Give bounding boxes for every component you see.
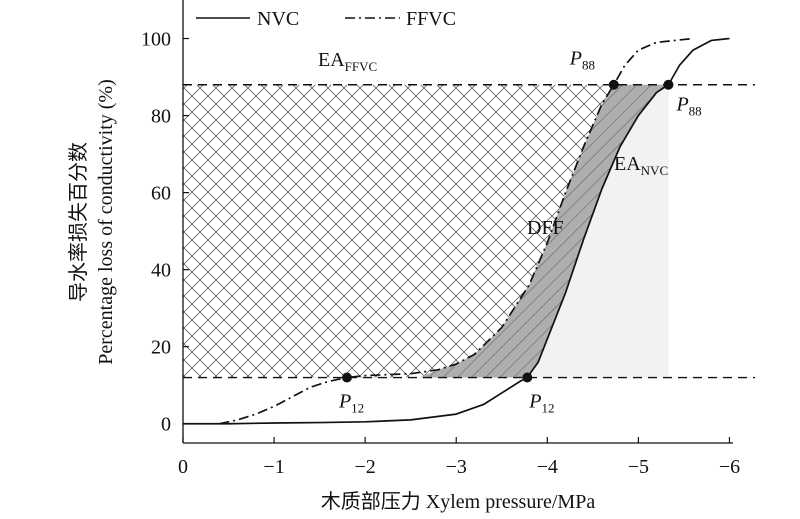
series-ffvc-line (219, 37, 694, 425)
y-tick-label: 100 (141, 29, 171, 51)
x-tick-label: −6 (719, 456, 740, 478)
dff-label: DFF (527, 217, 564, 239)
ea-nvc-region (527, 84, 669, 378)
legend: NVC FFVC (196, 8, 456, 30)
ea-nvc-label: EANVC (614, 153, 668, 178)
dff-hatch (419, 84, 669, 378)
y-axis-title-en: Percentage loss of conductivity (%) (95, 79, 117, 364)
y-tick-label: 40 (151, 260, 171, 282)
point-p88 (608, 79, 619, 90)
region-annotations: EAFFVC EANVC DFF (318, 49, 668, 239)
legend-nvc-label: NVC (257, 8, 299, 30)
y-axis-title-zh: 导水率损失百分数 (67, 142, 90, 302)
ea-ffvc-region (183, 84, 614, 378)
point-p12 (522, 372, 533, 383)
reference-lines (183, 84, 755, 379)
x-tick-label: −2 (355, 456, 376, 478)
x-tick-label: 0 (178, 456, 188, 478)
x-tick-label: −4 (537, 456, 558, 478)
y-tick-label: 0 (161, 414, 171, 436)
x-tick-label: −3 (446, 456, 467, 478)
y-tick-label: 80 (151, 106, 171, 128)
marked-points: P88 P88 P12 P12 (338, 48, 702, 416)
point-p12 (341, 372, 352, 383)
point-label: P12 (528, 391, 554, 416)
point-label: P88 (675, 94, 701, 119)
x-ticks: 0 −1 −2 −3 −4 −5 −6 (178, 437, 740, 478)
legend-ffvc-label: FFVC (406, 8, 456, 30)
x-axis-title: 木质部压力 Xylem pressure/MPa (321, 490, 596, 513)
ea-ffvc-label: EAFFVC (318, 49, 377, 74)
y-tick-label: 20 (151, 337, 171, 359)
x-tick-label: −5 (628, 456, 649, 478)
point-label: P88 (569, 48, 595, 73)
point-label: P12 (338, 391, 364, 416)
shaded-regions (183, 84, 669, 378)
y-ticks: 0 20 40 60 80 100 (141, 29, 189, 436)
y-tick-label: 60 (151, 183, 171, 205)
x-tick-label: −1 (263, 456, 284, 478)
point-p88 (663, 79, 674, 90)
